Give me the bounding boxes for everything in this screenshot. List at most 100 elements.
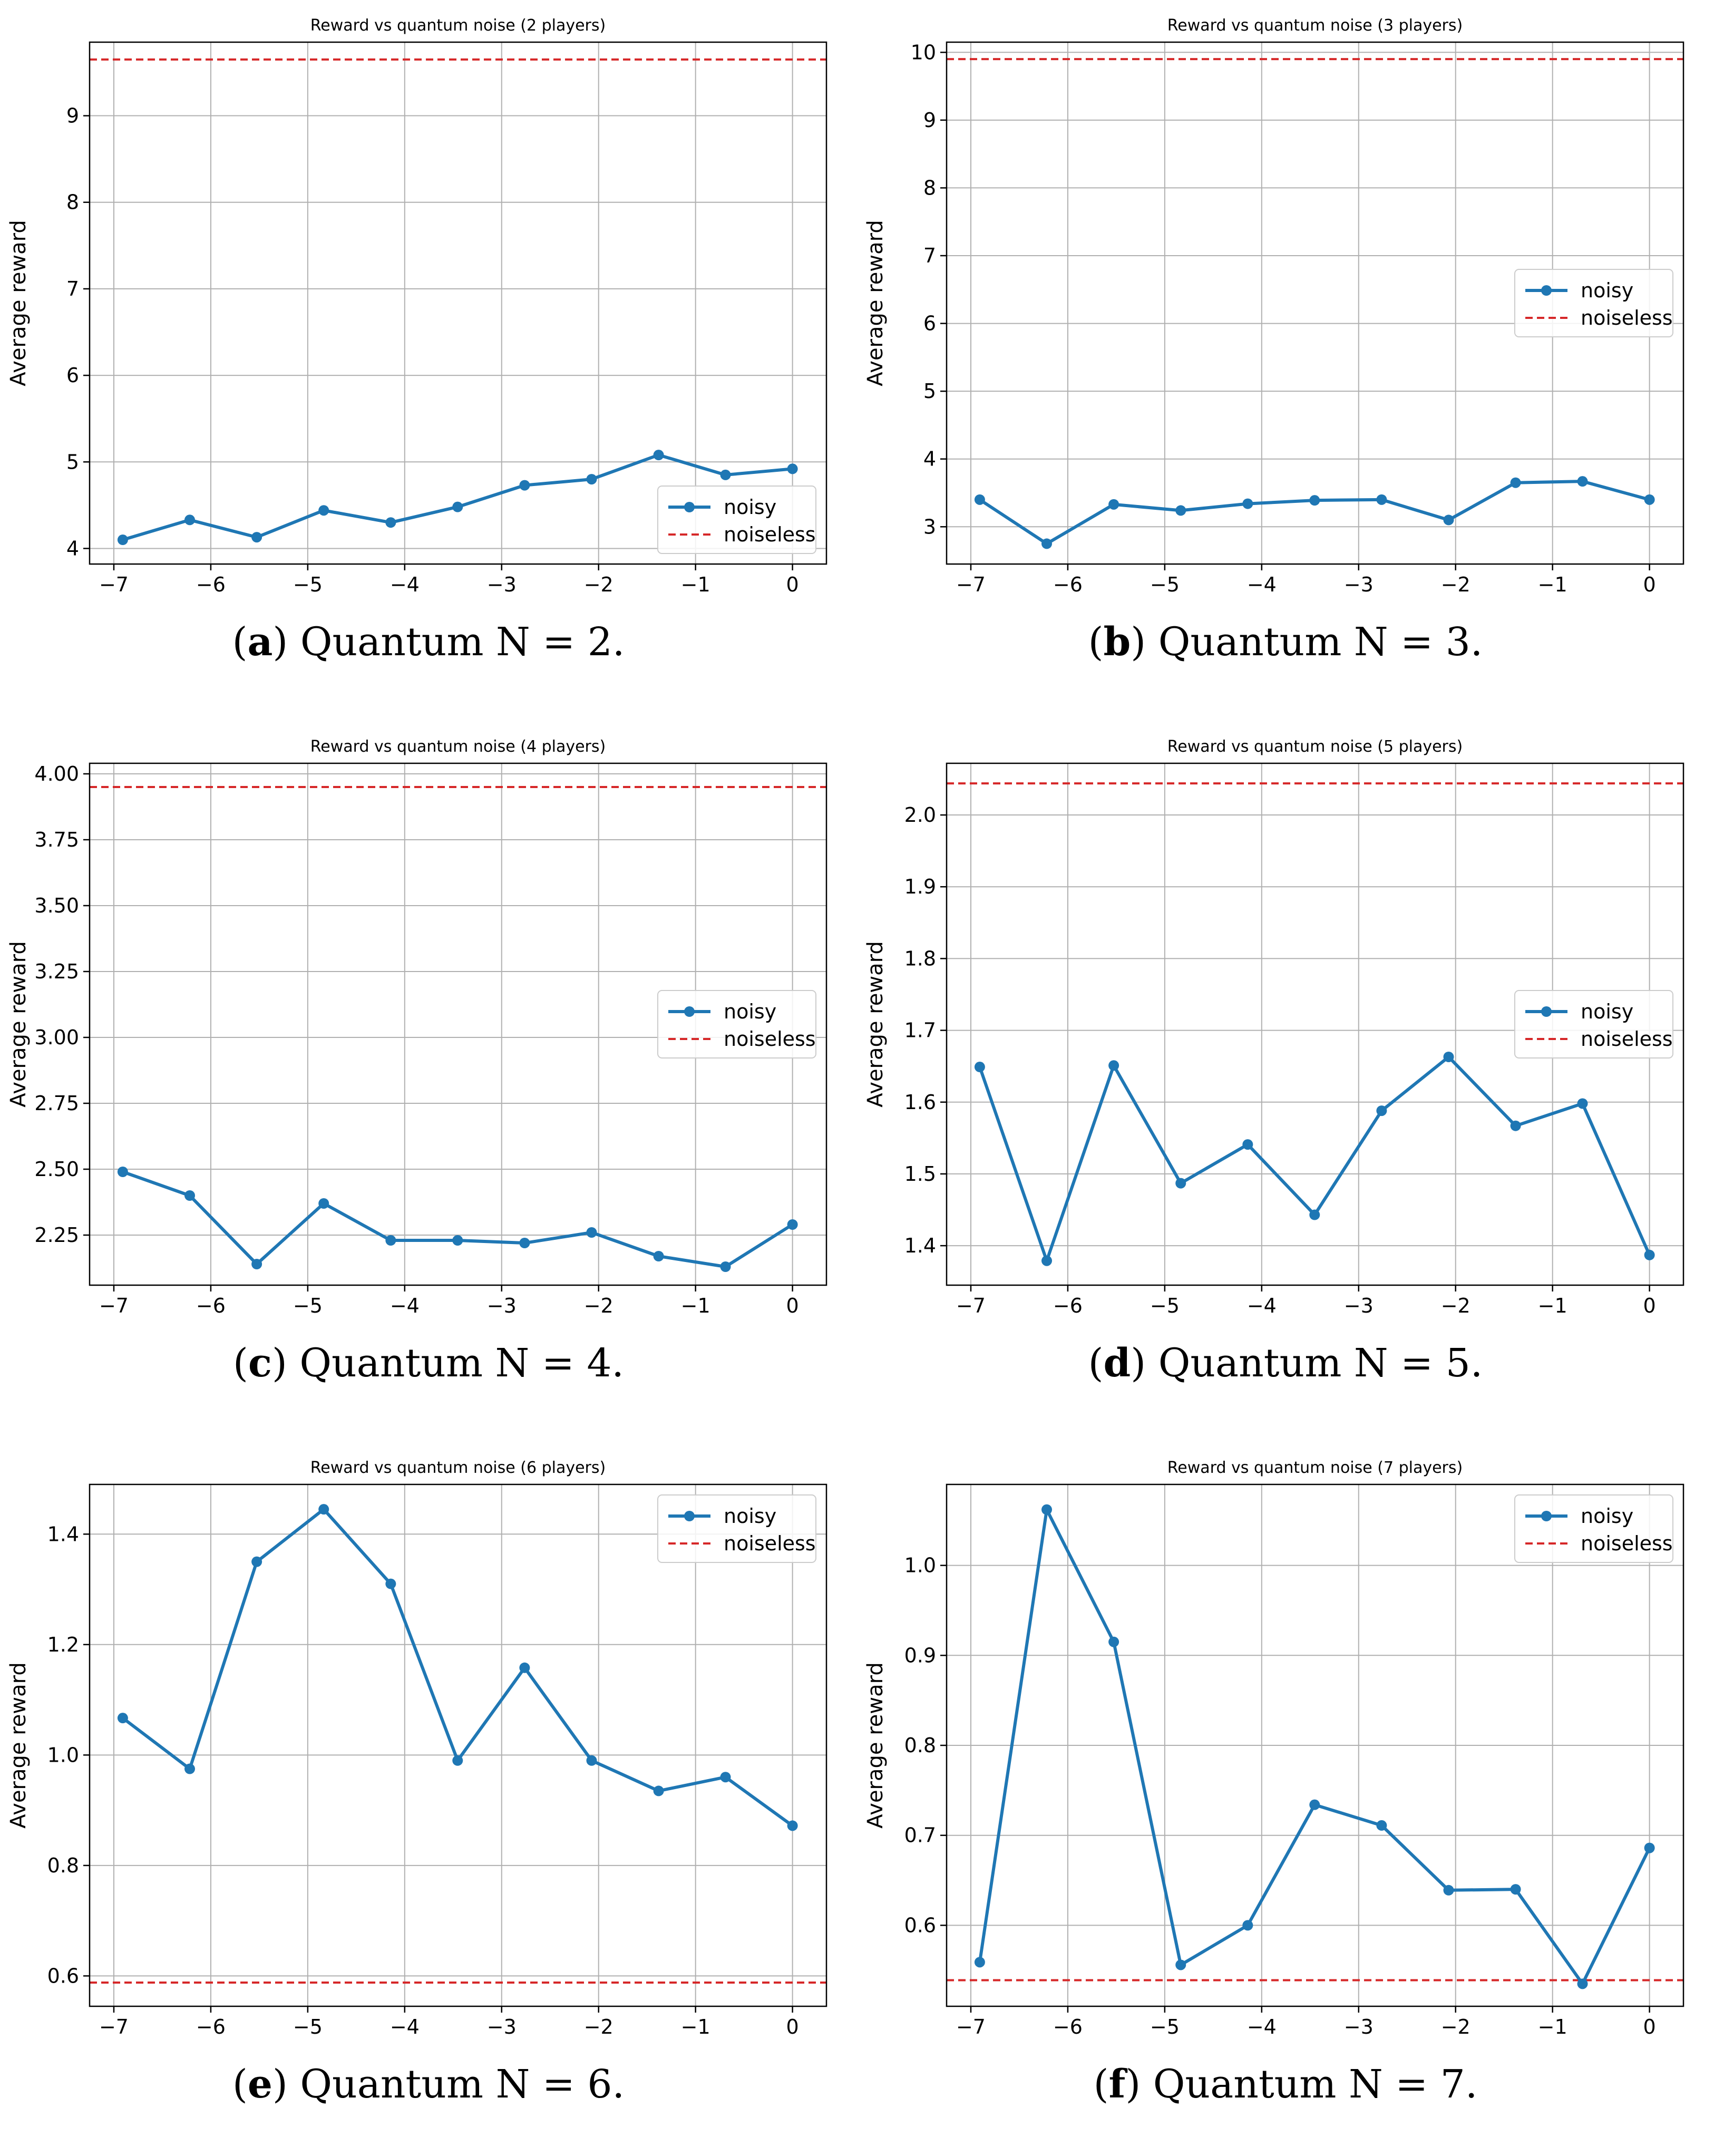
y-tick-label: 2.0 (904, 803, 936, 827)
y-tick-label: 0.6 (904, 1914, 936, 1937)
plot-frame (89, 41, 827, 565)
caption-letter: e (247, 2062, 272, 2107)
noisy-data-point (1041, 1255, 1053, 1266)
chart-panel-a: Reward vs quantum noise (2 players) −7 −6 −… (0, 0, 857, 714)
y-tick-label: 1.4 (47, 1522, 79, 1546)
chart-svg: Reward vs quantum noise (5 players) −7 −6 −… (863, 737, 1684, 1342)
noisy-data-point (653, 450, 664, 461)
noisy-data-point (1577, 1098, 1588, 1109)
y-tick-label: 1.4 (904, 1234, 936, 1257)
y-tick-label: 10 (911, 41, 936, 64)
x-tick-label: −1 (1538, 1294, 1567, 1317)
legend: noisy noiseless (1514, 269, 1673, 337)
noisy-data-point (1175, 1178, 1186, 1189)
noisy-data-point (1443, 1885, 1454, 1896)
x-tick-label: −3 (487, 1294, 517, 1317)
x-tick-label: −3 (1344, 573, 1374, 596)
noisy-data-point (117, 1167, 128, 1177)
y-tick-label: 6 (66, 364, 79, 387)
x-tick-label: −7 (99, 573, 129, 596)
y-tick-label: 3.50 (34, 894, 79, 917)
noisy-data-point (519, 1238, 530, 1248)
y-tick-label: 3.00 (34, 1026, 79, 1049)
legend-noisy-marker (684, 1511, 695, 1521)
y-tick-label: 8 (923, 176, 936, 199)
caption-letter: b (1103, 619, 1131, 665)
noisy-data-point (720, 1261, 731, 1272)
y-axis-label: Average reward (6, 1662, 31, 1829)
noisy-data-point (1242, 1920, 1253, 1931)
noisy-data-point (974, 494, 985, 505)
noisy-data-point (1644, 1249, 1655, 1260)
caption-text: Quantum N = 6. (300, 2062, 625, 2107)
y-tick-label: 3 (923, 515, 936, 538)
y-tick-label: 1.7 (904, 1019, 936, 1042)
chart-panel-f: Reward vs quantum noise (7 players) −7 −6 −… (857, 1442, 1714, 2156)
noisy-data-point (251, 1556, 262, 1567)
legend-noisy-marker (1541, 1511, 1552, 1521)
noisy-data-point (1577, 1978, 1588, 1989)
noisy-data-point (318, 505, 329, 516)
noisy-data-point (385, 1578, 396, 1589)
caption-text: Quantum N = 5. (1158, 1341, 1483, 1386)
x-tick-label: 0 (1643, 2015, 1656, 2038)
legend-noiseless-label: noiseless (1581, 306, 1673, 329)
x-tick-label: −2 (584, 1294, 613, 1317)
y-tick-label: 2.75 (34, 1092, 79, 1115)
x-tick-label: −3 (487, 2015, 517, 2038)
x-tick-label: −6 (1053, 1294, 1083, 1317)
legend-noisy-label: noisy (724, 496, 776, 519)
x-tick-label: −4 (1247, 573, 1277, 596)
caption-text: Quantum N = 3. (1158, 619, 1483, 665)
y-tick-label: 1.0 (904, 1554, 936, 1577)
legend-noiseless-label: noiseless (724, 1027, 816, 1051)
x-tick-label: −1 (681, 2015, 710, 2038)
noisy-data-point (1309, 495, 1320, 506)
x-tick-label: −1 (1538, 2015, 1567, 2038)
caption-letter: d (1103, 1341, 1131, 1386)
x-tick-label: 0 (786, 2015, 799, 2038)
panel-caption: (c) Quantum N = 4. (233, 1341, 624, 1386)
panel-caption: (d) Quantum N = 5. (1088, 1341, 1483, 1386)
legend: noisy noiseless (1514, 1494, 1673, 1563)
chart-title: Reward vs quantum noise (5 players) (1167, 737, 1463, 756)
legend-box (657, 485, 816, 554)
x-tick-label: −1 (1538, 573, 1567, 596)
noisy-data-point (452, 501, 463, 512)
chart-title: Reward vs quantum noise (6 players) (310, 1459, 606, 1477)
x-tick-label: 0 (1643, 1294, 1656, 1317)
legend-noisy-label: noisy (1581, 1000, 1633, 1023)
y-tick-label: 0.9 (904, 1644, 936, 1667)
noisy-data-point (1041, 1504, 1053, 1515)
legend-noisy-marker (684, 1006, 695, 1017)
panel-caption: (f) Quantum N = 7. (1093, 2062, 1478, 2107)
legend-box (657, 1494, 816, 1563)
chart-panel-e: Reward vs quantum noise (6 players) −7 −6 −… (0, 1442, 857, 2156)
x-tick-label: 0 (786, 573, 799, 596)
noisy-data-point (385, 517, 396, 528)
chart-svg: Reward vs quantum noise (3 players) −7 −6 −… (863, 16, 1684, 621)
noisy-data-point (586, 1227, 597, 1238)
plot-frame (946, 41, 1684, 565)
panel-caption: (e) Quantum N = 6. (232, 2062, 625, 2107)
y-tick-label: 9 (66, 104, 79, 128)
chart-svg: Reward vs quantum noise (4 players) −7 −6 −… (6, 737, 827, 1342)
y-tick-label: 0.6 (47, 1964, 79, 1987)
x-tick-label: −6 (1053, 573, 1083, 596)
caption-letter: f (1108, 2062, 1126, 2107)
x-tick-label: −5 (1150, 573, 1180, 596)
noisy-data-point (385, 1235, 396, 1246)
x-tick-label: −3 (1344, 2015, 1374, 2038)
noisy-series-line (979, 480, 1650, 546)
y-tick-label: 5 (66, 450, 79, 473)
y-tick-label: 1.2 (47, 1633, 79, 1656)
y-tick-label: 3.75 (34, 828, 79, 851)
chart-panel-c: Reward vs quantum noise (4 players) −7 −6 −… (0, 721, 857, 1435)
noisy-data-point (586, 474, 597, 485)
panel-caption: (a) Quantum N = 2. (232, 619, 625, 665)
y-tick-label: 9 (923, 109, 936, 132)
noisy-series-line (122, 1170, 794, 1268)
y-axis-label: Average reward (6, 941, 31, 1108)
noisy-data-point (452, 1235, 463, 1246)
caption-text: Quantum N = 7. (1153, 2062, 1478, 2107)
